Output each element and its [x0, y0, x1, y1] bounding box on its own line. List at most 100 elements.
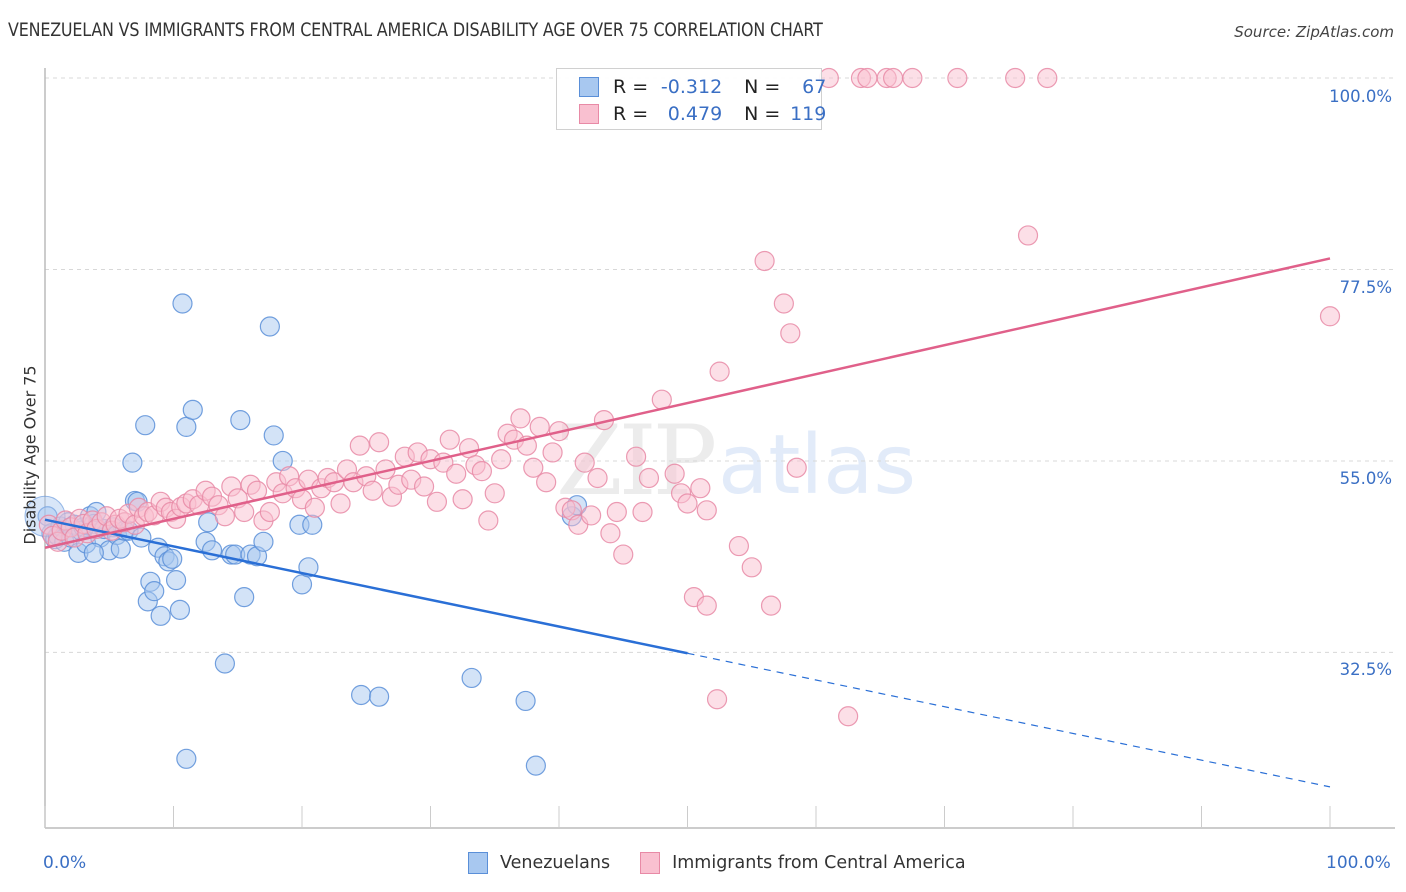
data-point [182, 399, 203, 420]
data-point [452, 489, 473, 510]
legend-swatch [579, 104, 599, 124]
data-point [882, 67, 904, 89]
n-value: 119 [790, 103, 827, 125]
series-immigrants [38, 67, 1341, 727]
data-point [728, 535, 750, 557]
data-point [263, 425, 284, 446]
data-point [515, 690, 536, 712]
data-point [172, 293, 193, 314]
r-label: R = [613, 103, 649, 125]
legend-item-immigrants[interactable]: Immigrants from Central America [640, 852, 966, 874]
legend-label: Immigrants from Central America [672, 853, 966, 873]
data-point [632, 501, 653, 523]
data-point [426, 491, 448, 512]
data-point [298, 557, 319, 578]
data-point [83, 542, 104, 563]
data-point [214, 653, 235, 674]
data-point [773, 293, 794, 314]
legend-row-immigrants: R = 0.479 N = 119 [579, 102, 826, 126]
data-point [574, 452, 595, 473]
data-point [1319, 306, 1341, 327]
data-point [625, 446, 647, 467]
data-point [291, 574, 313, 595]
trend-line-immigrants [44, 257, 1331, 549]
data-point [1017, 225, 1039, 246]
data-point [638, 467, 660, 489]
r-label: R = [613, 76, 649, 98]
data-point [169, 599, 191, 620]
data-point [478, 510, 499, 531]
data-point [122, 452, 143, 473]
legend-label: Venezuelans [500, 853, 611, 873]
data-point [786, 457, 807, 478]
r-value: -0.312 [660, 76, 723, 98]
data-point [439, 429, 460, 450]
y-axis-label: Disability Age Over 75 [20, 365, 40, 545]
data-point [362, 480, 383, 501]
data-point [510, 408, 531, 429]
data-point [165, 569, 187, 591]
series-legend: Venezuelans Immigrants from Central Amer… [468, 852, 996, 874]
data-point [135, 415, 156, 436]
data-point [696, 595, 717, 616]
data-point [600, 523, 621, 544]
data-point [351, 684, 372, 706]
data-point [446, 463, 467, 484]
data-point [664, 463, 685, 484]
legend-item-venezuelans[interactable]: Venezuelans [468, 852, 610, 874]
data-point [690, 478, 711, 499]
data-point [542, 442, 563, 463]
y-tick-label: 77.5% [1339, 278, 1392, 297]
data-point [947, 67, 968, 89]
legend-swatch [640, 852, 661, 874]
n-label: N = [744, 76, 781, 98]
data-point [741, 557, 762, 578]
data-point [369, 686, 390, 707]
data-point [150, 605, 171, 626]
data-point [696, 500, 717, 521]
data-point [369, 432, 390, 453]
watermark-atlas: atlas [718, 418, 917, 513]
data-point [760, 595, 782, 616]
data-point [780, 323, 801, 344]
data-point [587, 467, 608, 489]
data-point [581, 505, 602, 526]
data-point [613, 544, 634, 565]
data-point [484, 483, 505, 504]
data-point [230, 410, 251, 431]
legend-swatch [468, 852, 488, 874]
data-point [234, 587, 255, 608]
data-point [176, 416, 197, 438]
y-tick-label: 32.5% [1339, 660, 1392, 679]
data-point [529, 416, 550, 438]
trend-line-venezuelans [44, 518, 688, 655]
x-tick-label: 100.0% [1326, 853, 1391, 873]
axes [44, 68, 1395, 829]
chart-title: VENEZUELAN VS IMMIGRANTS FROM CENTRAL AM… [8, 20, 823, 41]
data-point [677, 493, 698, 514]
data-point [606, 501, 627, 523]
data-point [304, 497, 325, 518]
data-point [144, 581, 165, 602]
n-label: N = [744, 103, 781, 125]
r-value: 0.479 [667, 103, 723, 125]
data-point [302, 514, 323, 535]
n-value: 67 [802, 76, 827, 98]
data-point [176, 748, 197, 769]
legend-swatch [579, 77, 599, 97]
data-point [349, 435, 370, 456]
data-point [1037, 67, 1058, 89]
x-tick-label: 0.0% [43, 853, 87, 873]
data-point [110, 538, 131, 559]
data-point [413, 476, 435, 497]
trend-lines [44, 257, 1331, 788]
data-point [754, 250, 775, 272]
data-point [253, 531, 274, 552]
data-point [857, 67, 878, 89]
data-point [259, 501, 280, 523]
source-credit: Source: ZipAtlas.com [1234, 23, 1394, 41]
data-point [491, 449, 512, 470]
data-point [536, 472, 557, 493]
data-point [709, 361, 730, 382]
